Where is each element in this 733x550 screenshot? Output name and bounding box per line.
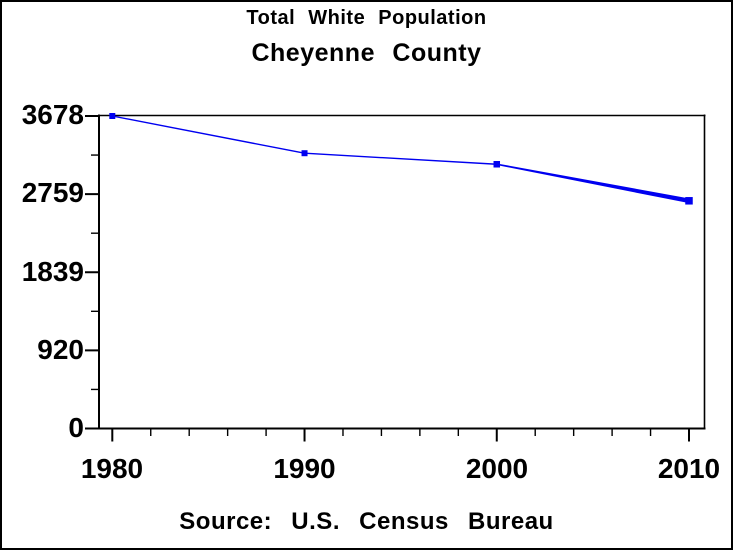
source-note: Source: U.S. Census Bureau: [179, 508, 554, 535]
y-tick-label: 1839: [21, 256, 84, 287]
axes-layer: [85, 114, 706, 442]
data-point-marker: [301, 150, 308, 157]
y-tick-label: 3678: [21, 99, 84, 130]
data-line-segment: [112, 115, 305, 154]
chart-title: Total White Population: [246, 7, 487, 29]
data-line-segment: [304, 152, 497, 165]
y-tick-label: 0: [68, 412, 84, 443]
x-tick-label: 1990: [273, 453, 336, 484]
data-point-marker: [109, 113, 116, 119]
y-tick-label: 920: [37, 334, 84, 365]
chart-subtitle: Cheyenne County: [251, 39, 482, 67]
data-series-layer: [109, 113, 693, 205]
x-tick-label: 2010: [657, 453, 721, 484]
y-tick-label: 2759: [21, 177, 84, 208]
x-tick-label: 2000: [465, 453, 529, 484]
data-point-marker: [493, 161, 501, 168]
x-tick-label: 1980: [80, 453, 144, 484]
data-line-segment: [496, 163, 690, 204]
data-point-marker: [685, 197, 693, 205]
